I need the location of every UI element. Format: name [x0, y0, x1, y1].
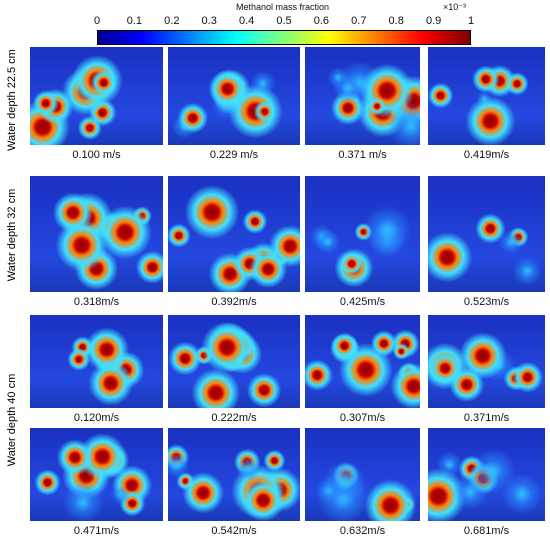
row-label: Water depth 22.5 cm — [6, 49, 18, 151]
heatmap-image — [428, 428, 545, 521]
heatmap-image — [30, 315, 163, 408]
colorbar-tick-label: 0.2 — [164, 15, 180, 27]
panel-caption: 0.471m/s — [73, 525, 120, 537]
panel-caption: 0.542m/s — [211, 525, 257, 537]
panel-caption: 0.307m/s — [339, 412, 386, 424]
heatmap-image — [428, 176, 545, 292]
panel-caption: 0.681m/s — [463, 525, 510, 537]
heatmap-image — [305, 315, 420, 408]
heatmap-image — [428, 315, 545, 408]
colorbar-tick-label: 0.3 — [201, 15, 217, 27]
heatmap-image — [168, 428, 300, 521]
panel-caption: 0.371m/s — [463, 412, 510, 424]
colorbar-tick-label: 1 — [467, 15, 475, 27]
heatmap-image — [30, 428, 163, 521]
row-label: Water depth 32 cm — [6, 188, 18, 282]
colorbar-tick-label: 0.6 — [313, 15, 330, 27]
heatmap-image — [168, 315, 300, 408]
row-label: Water depth 40 cm — [6, 373, 18, 467]
heatmap-image — [168, 176, 300, 292]
colorbar-title: Methanol mass fraction — [236, 2, 330, 12]
colorbar — [97, 30, 471, 45]
heatmap-image — [305, 428, 420, 521]
panel-caption: 0.318m/s — [73, 296, 120, 308]
panel-caption: 0.120m/s — [73, 412, 120, 424]
colorbar-tick-label: 0.1 — [126, 15, 143, 27]
panel-caption: 0.222m/s — [211, 412, 257, 424]
panel-caption: 0.425m/s — [339, 296, 386, 308]
colorbar-tick-label: 0.8 — [388, 15, 404, 27]
panel-caption: 0.371 m/s — [338, 149, 387, 161]
panel-caption: 0.392m/s — [211, 296, 257, 308]
colorbar-tick-label: 0 — [93, 15, 101, 27]
heatmap-image — [30, 47, 163, 145]
panel-caption: 0.523m/s — [463, 296, 510, 308]
heatmap-image — [428, 47, 545, 145]
panel-caption: 0.632m/s — [339, 525, 386, 537]
colorbar-tick-label: 0.4 — [238, 15, 255, 27]
heatmap-image — [30, 176, 163, 292]
heatmap-image — [305, 47, 420, 145]
panel-caption: 0.229 m/s — [209, 149, 259, 161]
heatmap-image — [305, 176, 420, 292]
colorbar-tick-label: 0.5 — [276, 15, 292, 27]
colorbar-tick-label: 0.7 — [351, 15, 367, 27]
panel-caption: 0.100 m/s — [72, 149, 121, 161]
colorbar-tick-label: 0.9 — [425, 15, 442, 27]
panel-caption: 0.419m/s — [463, 149, 510, 161]
colorbar-exponent: ×10⁻³ — [443, 2, 467, 12]
heatmap-image — [168, 47, 300, 145]
